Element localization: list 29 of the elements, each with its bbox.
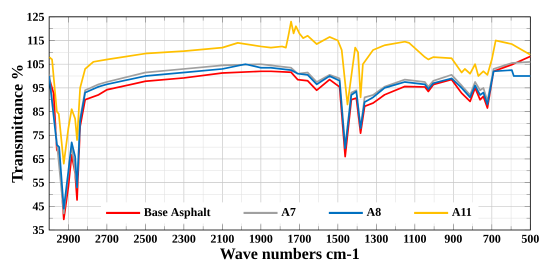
y-tick-label: 55 bbox=[32, 178, 44, 187]
x-tick-label: 2700 bbox=[95, 234, 118, 243]
y-tick-label: 95 bbox=[32, 84, 44, 92]
x-tick-label: 1900 bbox=[250, 234, 272, 243]
y-tick-label: 35 bbox=[32, 226, 44, 234]
y-axis-title: Transmittance % bbox=[11, 66, 23, 183]
x-tick-label: 2500 bbox=[134, 234, 157, 243]
x-tick-label: 1500 bbox=[326, 234, 350, 243]
y-tick-label: 115 bbox=[28, 36, 44, 45]
y-tick-label: 125 bbox=[27, 12, 44, 21]
x-tick-label: 1300 bbox=[365, 234, 388, 243]
x-tick-label: 2900 bbox=[56, 234, 80, 243]
x-tick-label: 1700 bbox=[288, 234, 311, 243]
y-tick-label: 105 bbox=[27, 60, 44, 68]
legend-label: A11 bbox=[452, 208, 472, 216]
x-tick-label: 700 bbox=[484, 234, 500, 243]
x-tick-label: 1100 bbox=[404, 234, 426, 243]
x-tick-label: 900 bbox=[444, 234, 462, 243]
x-tick-label: 2100 bbox=[210, 234, 234, 243]
x-tick-label: 500 bbox=[522, 234, 539, 243]
legend-label: A8 bbox=[366, 208, 381, 216]
y-tick-label: 75 bbox=[33, 131, 44, 140]
legend-label: Base Asphalt bbox=[144, 208, 211, 219]
x-axis-title: Wave numbers cm-1 bbox=[220, 248, 359, 260]
y-tick-label: 85 bbox=[32, 108, 44, 116]
x-tick-label: 2300 bbox=[172, 234, 196, 243]
y-tick-label: 45 bbox=[32, 202, 44, 210]
legend-label: A7 bbox=[281, 208, 296, 216]
y-tick-label: 65 bbox=[32, 154, 44, 163]
